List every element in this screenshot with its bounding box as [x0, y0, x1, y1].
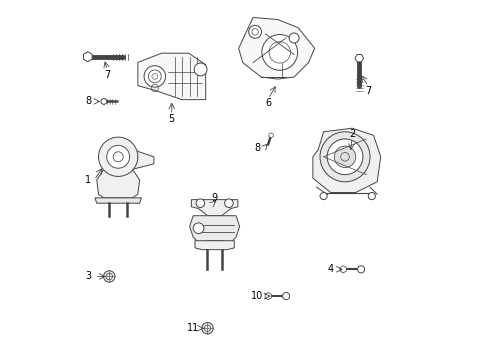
Circle shape [358, 266, 365, 273]
Text: 3: 3 [85, 271, 92, 282]
Polygon shape [340, 266, 346, 273]
Circle shape [289, 33, 299, 43]
Text: 10: 10 [251, 291, 264, 301]
Text: 11: 11 [187, 323, 199, 333]
Text: 8: 8 [85, 96, 92, 107]
Circle shape [334, 146, 356, 167]
Text: 8: 8 [254, 143, 261, 153]
Polygon shape [239, 18, 315, 79]
Circle shape [98, 137, 138, 176]
Text: 4: 4 [328, 264, 334, 274]
Circle shape [320, 193, 327, 200]
Polygon shape [97, 169, 140, 198]
Polygon shape [313, 128, 381, 193]
Circle shape [194, 63, 207, 76]
Polygon shape [83, 52, 92, 62]
Text: 7: 7 [104, 69, 111, 80]
Circle shape [262, 35, 297, 70]
Circle shape [107, 145, 130, 168]
Polygon shape [195, 241, 234, 249]
Polygon shape [192, 200, 238, 216]
Polygon shape [190, 216, 240, 244]
Circle shape [193, 223, 204, 234]
Circle shape [320, 132, 370, 182]
Circle shape [103, 271, 115, 282]
Circle shape [196, 199, 205, 207]
Circle shape [248, 26, 262, 38]
Polygon shape [265, 293, 271, 300]
Circle shape [283, 293, 290, 300]
Polygon shape [138, 53, 206, 100]
Text: 2: 2 [349, 129, 355, 139]
Circle shape [224, 199, 233, 207]
Circle shape [144, 66, 166, 87]
Polygon shape [101, 98, 107, 105]
Text: 7: 7 [365, 86, 371, 96]
Circle shape [368, 193, 375, 200]
Circle shape [202, 323, 213, 334]
Text: 6: 6 [265, 98, 271, 108]
Text: 5: 5 [169, 114, 175, 124]
Circle shape [327, 139, 363, 175]
Text: 9: 9 [212, 193, 218, 203]
Text: 1: 1 [85, 175, 91, 185]
Polygon shape [95, 198, 142, 203]
Polygon shape [132, 150, 154, 169]
Polygon shape [355, 54, 364, 62]
Polygon shape [269, 133, 273, 138]
